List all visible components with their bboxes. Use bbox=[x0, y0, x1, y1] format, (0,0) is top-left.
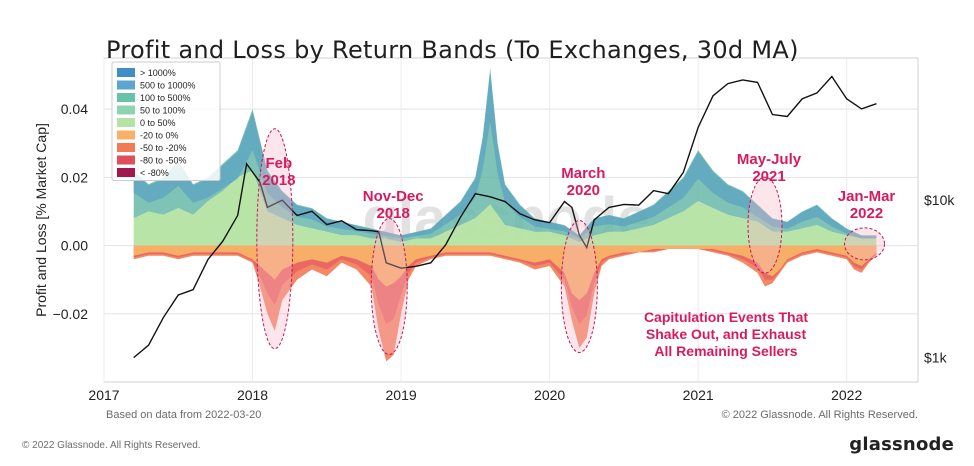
legend-swatch bbox=[117, 168, 135, 177]
x-tick-label: 2017 bbox=[88, 387, 119, 403]
page-copyright: © 2022 Glassnode. All Rights Reserved. bbox=[22, 440, 201, 451]
legend-swatch bbox=[117, 130, 135, 140]
y-tick-label: 0.02 bbox=[61, 169, 88, 185]
legend-swatch bbox=[117, 155, 135, 165]
x-tick-label: 2019 bbox=[386, 387, 417, 403]
legend-label: > 1000% bbox=[140, 68, 176, 78]
capitulation-ellipse bbox=[370, 218, 408, 356]
chart-copyright-note: © 2022 Glassnode. All Rights Reserved. bbox=[722, 409, 918, 421]
annotation-label-line: March bbox=[561, 165, 605, 182]
chart-frame: 0.04 0.02 0.00 −0.02 2017 2018 2019 2020 2021 202… bbox=[6, 6, 968, 430]
legend-label: 500 to 1000% bbox=[140, 81, 196, 91]
legend-swatch bbox=[117, 80, 135, 90]
btc-price-line bbox=[133, 75, 877, 359]
loss-area-shallow-band bbox=[133, 245, 877, 301]
legend-swatch bbox=[117, 105, 135, 115]
x-tick-label: 2018 bbox=[237, 387, 268, 403]
legend-label: 0 to 50% bbox=[140, 118, 176, 128]
legend-swatch bbox=[117, 143, 135, 152]
profit-area-low-bands bbox=[133, 170, 877, 246]
legend-swatch bbox=[117, 93, 135, 102]
x-tick-label: 2020 bbox=[534, 387, 565, 403]
legend-label: < -80% bbox=[140, 168, 169, 178]
legend-label: -20 to 0% bbox=[140, 131, 179, 141]
annotation-label-line: 2018 bbox=[377, 205, 410, 222]
capitulation-ellipse bbox=[844, 227, 886, 261]
annotation-label-line: 2018 bbox=[262, 172, 295, 189]
legend-label: 100 to 500% bbox=[140, 93, 191, 103]
chart-title: Profit and Loss by Return Bands (To Exch… bbox=[106, 36, 799, 64]
callout-text-line: Capitulation Events That bbox=[644, 309, 808, 325]
annotation-label-line: 2021 bbox=[752, 168, 785, 185]
callout-text-line: Shake Out, and Exhaust bbox=[646, 326, 807, 342]
legend-label: 50 to 100% bbox=[140, 106, 186, 116]
profit-area-high-bands bbox=[133, 68, 877, 243]
price-axis-label: $1k bbox=[924, 350, 948, 366]
y-tick-label: −0.02 bbox=[53, 306, 89, 322]
brand-logo: glassnode bbox=[849, 434, 954, 455]
legend-label: -80 to -50% bbox=[140, 156, 187, 166]
legend-label: -50 to -20% bbox=[140, 143, 187, 153]
data-date-note: Based on data from 2022-03-20 bbox=[106, 409, 261, 421]
annotation-label-line: May-July bbox=[737, 151, 802, 168]
y-tick-label: 0.04 bbox=[61, 101, 88, 117]
price-axis-label: $10k bbox=[924, 192, 955, 208]
x-tick-label: 2021 bbox=[683, 387, 714, 403]
capitulation-ellipse bbox=[256, 128, 294, 350]
callout-text-line: All Remaining Sellers bbox=[654, 343, 797, 359]
legend-box bbox=[111, 61, 221, 181]
annotation-label-line: Feb bbox=[265, 155, 292, 172]
annotation-label-line: Jan-Mar bbox=[838, 188, 896, 205]
capitulation-ellipse bbox=[560, 220, 598, 354]
x-tick-label: 2022 bbox=[831, 387, 862, 403]
capitulation-ellipse bbox=[747, 176, 783, 274]
annotation-label-line: 2022 bbox=[850, 205, 883, 222]
annotation-label-line: Nov-Dec bbox=[363, 188, 424, 205]
y-axis-title: Profit and Loss [% Market Cap] bbox=[33, 123, 49, 317]
y-tick-label: 0.00 bbox=[61, 238, 88, 254]
annotation-label-line: 2020 bbox=[567, 182, 600, 199]
legend-swatch bbox=[117, 118, 135, 127]
chart-plot: 0.04 0.02 0.00 −0.02 2017 2018 2019 2020 2021 202… bbox=[33, 57, 955, 421]
legend-swatch bbox=[117, 68, 135, 77]
